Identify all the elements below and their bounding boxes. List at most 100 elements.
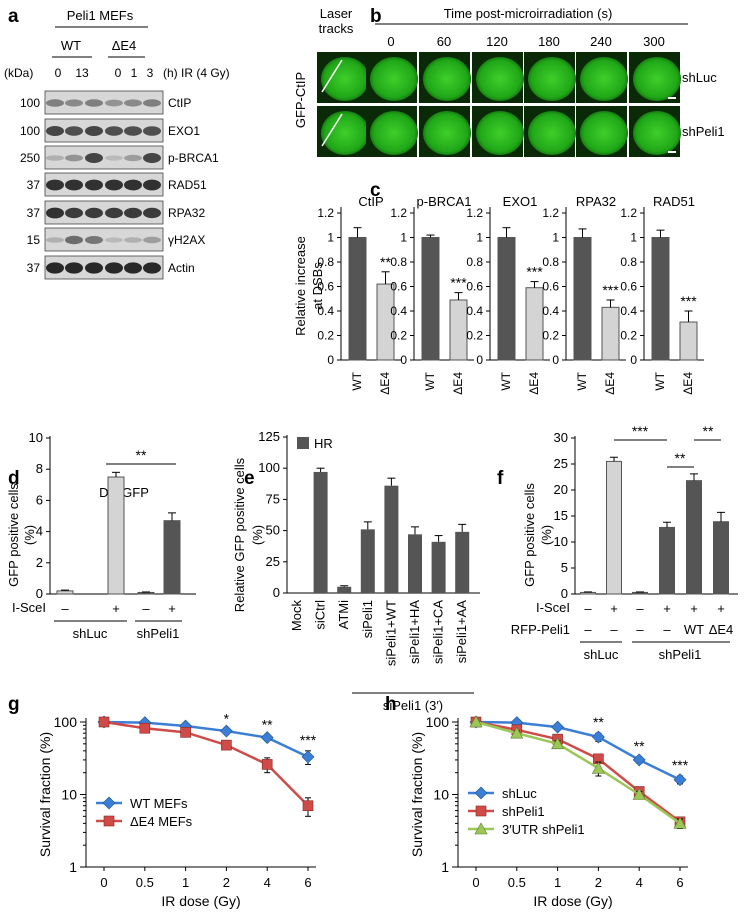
gfp-ctip-label: GFP-CtIP (293, 72, 308, 128)
c-ytick-label: 0.4 (620, 304, 637, 318)
blot-band (65, 262, 83, 274)
blot-band (46, 126, 64, 136)
nucleus (370, 57, 418, 101)
timepoint-label: 0 (55, 66, 62, 80)
blot-label: CtIP (168, 96, 191, 110)
e-category-label: siPeli1 (360, 600, 375, 638)
f-rfp-value: – (663, 622, 671, 637)
f-iscel-sign: – (584, 601, 592, 616)
g-xtick-label: 0.5 (136, 875, 154, 890)
c-ytick-label: 0 (476, 353, 483, 367)
f-group-label: shPeli1 (659, 647, 702, 662)
group-de4-label: ΔE4 (112, 38, 137, 53)
c-ytick-label: 0.4 (390, 304, 407, 318)
h-legend-marker (475, 805, 487, 817)
f-ytick-label: 10 (554, 534, 568, 549)
c-bar (449, 299, 468, 361)
blot-band (105, 126, 123, 136)
blot-band (124, 262, 142, 274)
h-series-line (475, 720, 681, 825)
d-group-label: shLuc (73, 626, 108, 641)
g-data-point (260, 731, 274, 744)
blot-band (85, 207, 103, 219)
blot-label: RAD51 (168, 178, 207, 192)
blot-band (105, 99, 123, 107)
d-iscel-sign: – (142, 601, 150, 616)
f-rfp-value: – (636, 622, 644, 637)
nucleus (423, 111, 471, 155)
f-rfp-value: – (584, 622, 592, 637)
g-ytick-label: 10 (61, 787, 77, 803)
nucleus (423, 57, 471, 101)
e-bar (313, 471, 328, 593)
c-significance: ** (380, 254, 391, 270)
f-ytick-label: 30 (554, 430, 568, 445)
blot-band (143, 126, 161, 136)
h-data-point (551, 737, 565, 750)
e-bar (408, 534, 422, 593)
h-data-point (551, 720, 565, 734)
blot-strip (44, 90, 164, 115)
d-bar (137, 591, 155, 595)
g-data-point (301, 750, 315, 764)
panel-letter-f: f (497, 468, 504, 489)
f-significance: *** (632, 423, 649, 439)
c-ytick-label: 1.2 (620, 206, 637, 220)
blot-band (85, 262, 103, 274)
laser-label-line2: tracks (319, 21, 354, 36)
d-group-label: shPeli1 (137, 626, 180, 641)
h-series-line (475, 720, 681, 823)
h-ytick-label: 100 (426, 714, 450, 730)
laser-track (321, 113, 343, 147)
blot-band (143, 99, 161, 107)
f-ytick-label: 0 (561, 586, 568, 601)
timepoint-label: 0 (115, 66, 122, 80)
f-rfp-value: ΔE4 (709, 622, 734, 637)
c-bar (679, 321, 698, 361)
e-ytick-label: 100 (258, 460, 280, 475)
blot-band (105, 179, 123, 191)
blot-band (105, 207, 123, 219)
e-category-label: siCtrl (313, 600, 328, 630)
nucleus (528, 111, 576, 155)
d-ytick-label: 4 (36, 524, 43, 539)
c-ytick-label: 0.2 (390, 329, 407, 343)
blot-band (65, 99, 83, 107)
f-bar (659, 526, 675, 595)
c-ytick-label: 0.8 (317, 255, 334, 269)
panel-letter-g: g (8, 694, 20, 715)
blot-band (143, 207, 161, 219)
time-label: 240 (590, 34, 612, 49)
blot-band (65, 207, 83, 219)
f-iscel-sign: + (690, 601, 698, 616)
h-legend-label: shLuc (502, 786, 537, 801)
e-ytick-label: 50 (266, 523, 280, 538)
e-legend-swatch (297, 437, 309, 449)
e-ytick-label: 125 (258, 429, 280, 444)
f-iscel-sign: – (636, 601, 644, 616)
blot-band (85, 126, 103, 136)
c-ytick-label: 1 (327, 231, 334, 245)
e-category-label: siPeli1+HA (407, 600, 422, 664)
f-iscel-sign: + (717, 601, 725, 616)
c-ytick-label: 0 (630, 353, 637, 367)
h-legend-marker (474, 786, 488, 800)
e-bar (337, 586, 352, 593)
timepoint-label: 3 (147, 66, 154, 80)
c-ytick-label: 1 (552, 231, 559, 245)
c-bar (497, 237, 516, 361)
h-legend-label: 3′UTR shPeli1 (502, 822, 585, 837)
c-significance: *** (680, 293, 697, 309)
timepoint-label: 1 (131, 66, 138, 80)
h-data-point (673, 816, 687, 829)
nucleus (321, 111, 369, 155)
h-data-point (469, 715, 483, 728)
f-ylabel-line2: (%) (539, 525, 554, 545)
kda-marker: 37 (27, 178, 41, 192)
d-bar (107, 476, 125, 595)
f-significance: ** (703, 423, 714, 439)
g-significance: * (224, 710, 230, 726)
e-ylabel-line2: (%) (250, 525, 265, 545)
blot-band (143, 153, 161, 163)
